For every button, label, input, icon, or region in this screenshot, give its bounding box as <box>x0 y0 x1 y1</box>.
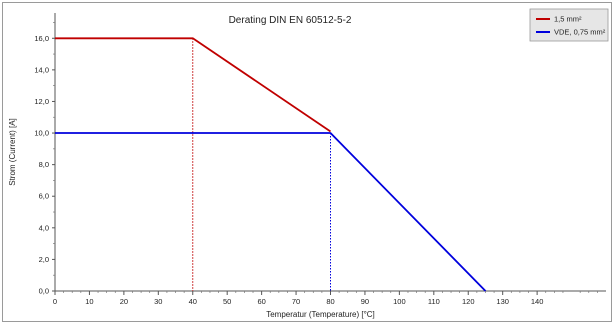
x-tick-label: 40 <box>189 297 197 306</box>
series-lines <box>55 37 487 292</box>
derating-chart: Derating DIN EN 60512-5-2 0,0 2,0 4,0 6,0 8,… <box>8 8 609 319</box>
x-tick-label: 110 <box>428 297 440 306</box>
y-tick-label: 8,0 <box>39 160 49 169</box>
y-tick-label: 10,0 <box>34 129 49 138</box>
y-tick-label: 12,0 <box>34 97 49 106</box>
legend-label: VDE, 0,75 mm² <box>554 28 606 37</box>
x-axis-title: Temperatur (Temperature) [°C] <box>266 310 375 319</box>
y-tick-label: 2,0 <box>39 255 49 264</box>
y-tick-label: 0,0 <box>39 287 49 296</box>
droplines <box>192 38 331 291</box>
y-tick-label: 16,0 <box>34 34 49 43</box>
x-tick-label: 10 <box>85 297 93 306</box>
legend: 1,5 mm² VDE, 0,75 mm² <box>529 8 609 42</box>
axis-ticks: 0,0 2,0 4,0 6,0 8,0 10,0 12,0 14,0 16,0 0 10 20 30 40… <box>34 22 598 306</box>
x-tick-label: 0 <box>53 297 57 306</box>
x-tick-label: 70 <box>292 297 300 306</box>
x-tick-label: 50 <box>223 297 231 306</box>
x-tick-label: 100 <box>393 297 406 306</box>
x-tick-label: 140 <box>531 297 544 306</box>
y-axis-title: Strom (Current) [A] <box>8 118 17 186</box>
chart-title: Derating DIN EN 60512-5-2 <box>229 15 352 26</box>
legend-label: 1,5 mm² <box>554 15 582 24</box>
y-tick-label: 14,0 <box>34 65 49 74</box>
x-tick-label: 30 <box>154 297 162 306</box>
x-tick-label: 60 <box>257 297 265 306</box>
legend-box <box>529 8 609 42</box>
chart-frame: Derating DIN EN 60512-5-2 0,0 2,0 4,0 6,0 8,… <box>2 2 612 322</box>
x-tick-label: 90 <box>361 297 369 306</box>
y-tick-label: 6,0 <box>39 192 49 201</box>
x-tick-label: 120 <box>462 297 475 306</box>
x-tick-label: 80 <box>326 297 334 306</box>
series-line <box>55 132 487 292</box>
x-tick-label: 20 <box>120 297 128 306</box>
x-tick-label: 130 <box>496 297 509 306</box>
y-tick-label: 4,0 <box>39 223 49 232</box>
series-line <box>55 37 332 133</box>
